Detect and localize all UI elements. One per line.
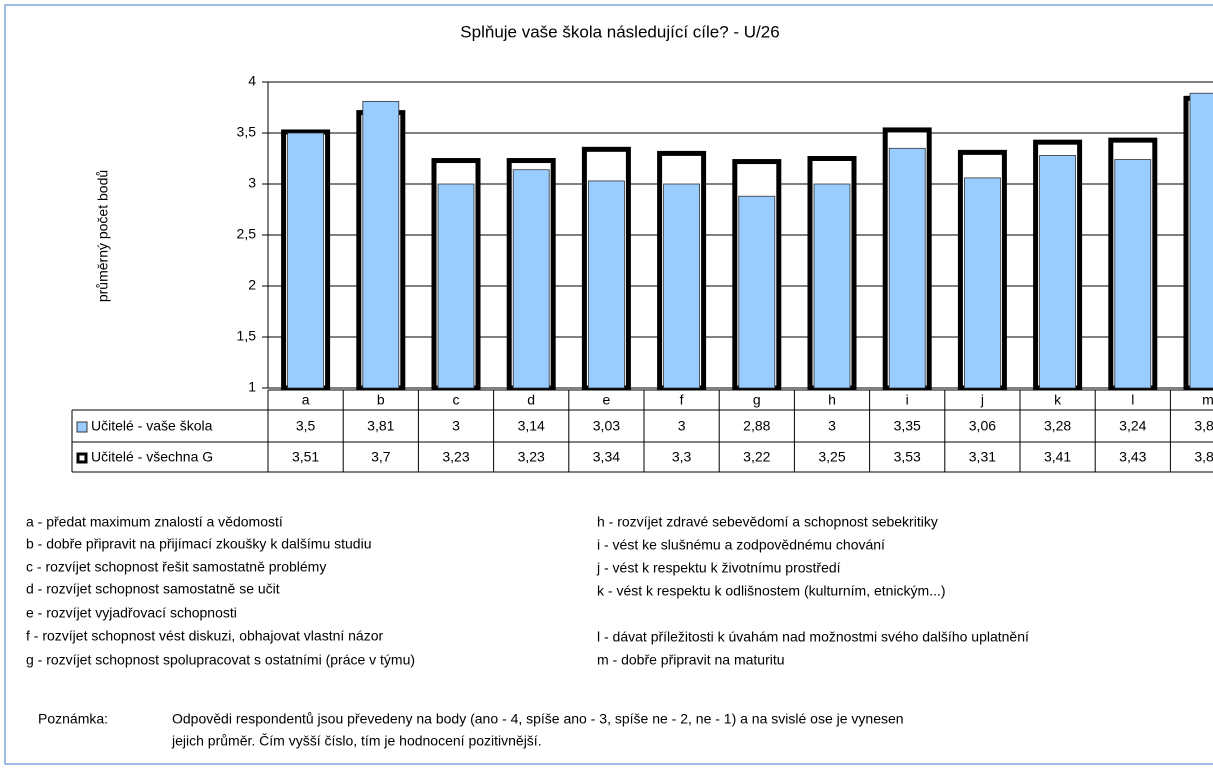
note: g - rozvíjet schopnost spolupracovat s o… [26, 652, 415, 668]
y-tick-label: 1 [248, 379, 256, 395]
x-tick-label: k [1054, 392, 1062, 408]
bar [512, 169, 550, 389]
data-label: 3,31 [969, 449, 996, 465]
data-label: 3,5 [296, 418, 316, 434]
bar [663, 183, 700, 389]
note: d - rozvíjet schopnost samostatně se uči… [26, 581, 280, 597]
y-tick-label: 3,5 [237, 124, 257, 140]
x-tick-label: h [828, 392, 836, 408]
data-label: 3,7 [371, 449, 391, 465]
legend-label: Učitelé - vaše škola [91, 418, 213, 434]
legend-key [76, 452, 88, 464]
bar [1189, 92, 1213, 389]
data-label: 3,3 [672, 449, 692, 465]
note: e - rozvíjet vyjadřovací schopnosti [26, 605, 237, 621]
data-label: 3 [452, 418, 460, 434]
bar [738, 195, 776, 389]
note-text: Odpovědi respondentů jsou převedeny na b… [172, 711, 904, 727]
y-tick-label: 4 [248, 73, 256, 89]
data-label: 3,53 [894, 449, 921, 465]
data-label: 3,03 [593, 418, 620, 434]
bar [588, 180, 625, 389]
data-label: 3,43 [1119, 449, 1146, 465]
data-label: 3,25 [818, 449, 845, 465]
x-tick-label: m [1202, 392, 1213, 408]
note: m - dobře připravit na maturitu [597, 652, 785, 668]
data-label: 3,28 [1044, 418, 1071, 434]
data-label: 3,51 [292, 449, 319, 465]
note-label: Poznámka: [38, 711, 108, 727]
bar [813, 183, 851, 389]
y-tick-label: 2,5 [237, 226, 257, 242]
note: i - vést ke slušnému a zodpovědnému chov… [597, 537, 885, 553]
x-tick-label: e [603, 392, 611, 408]
x-tick-label: f [680, 392, 684, 408]
data-label: 3,89 [1194, 418, 1213, 434]
data-label: 3,34 [593, 449, 620, 465]
bar [888, 147, 926, 389]
bar [437, 183, 475, 389]
note: a - předat maximum znalostí a vědomostí [26, 514, 283, 530]
y-tick-label: 1,5 [237, 328, 257, 344]
data-label: 3,23 [442, 449, 469, 465]
y-axis-label: průměrný počet bodů [95, 170, 111, 302]
note: f - rozvíjet schopnost vést diskuzi, obh… [26, 628, 384, 644]
note: k - vést k respektu k odlišnostem (kultu… [597, 583, 946, 599]
x-tick-label: j [980, 392, 984, 408]
note: l - dávat příležitosti k úvahám nad možn… [597, 629, 1029, 645]
note: j - vést k respektu k životnímu prostřed… [596, 560, 841, 576]
bar [1114, 159, 1152, 389]
x-tick-label: a [302, 392, 310, 408]
data-label: 3,35 [894, 418, 921, 434]
data-label: 3,41 [1044, 449, 1071, 465]
legend-key [76, 421, 88, 433]
legend-label: Učitelé - všechna G [91, 449, 213, 465]
bar [1039, 155, 1076, 389]
data-label: 3,06 [969, 418, 996, 434]
data-label: 3,84 [1194, 449, 1213, 465]
y-tick-label: 2 [248, 277, 256, 293]
x-tick-label: i [906, 392, 909, 408]
data-label: 3 [678, 418, 686, 434]
note: h - rozvíjet zdravé sebevědomí a schopno… [597, 514, 938, 530]
x-tick-label: d [527, 392, 535, 408]
x-tick-label: b [377, 392, 385, 408]
y-tick-label: 3 [248, 175, 256, 191]
data-label: 3,14 [518, 418, 545, 434]
data-label: 3 [828, 418, 836, 434]
bar [964, 177, 1001, 389]
data-label: 3,23 [518, 449, 545, 465]
data-label: 3,22 [743, 449, 770, 465]
x-tick-label: l [1131, 392, 1134, 408]
data-label: 3,24 [1119, 418, 1146, 434]
x-tick-label: c [453, 392, 460, 408]
chart-title: Splňuje vaše škola následující cíle? - U… [460, 22, 779, 41]
bar [362, 100, 400, 389]
bar [287, 132, 325, 389]
x-tick-label: g [753, 392, 761, 408]
data-label: 3,81 [367, 418, 394, 434]
note: c - rozvíjet schopnost řešit samostatně … [26, 559, 326, 575]
note-text: jejich průměr. Čím vyšší číslo, tím je h… [171, 733, 542, 749]
note: b - dobře připravit na přijímací zkoušky… [26, 536, 371, 552]
data-label: 2,88 [743, 418, 770, 434]
